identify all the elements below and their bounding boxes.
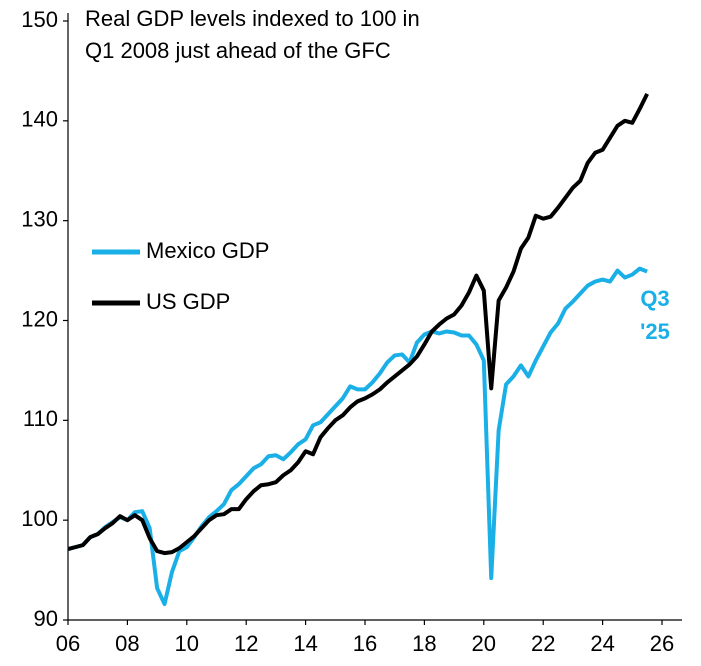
y-tick-label: 110 bbox=[23, 406, 58, 431]
x-tick-label: 08 bbox=[115, 631, 139, 656]
x-tick-label: 12 bbox=[234, 631, 258, 656]
chart-title: Q1 2008 just ahead of the GFC bbox=[85, 38, 391, 63]
x-tick-label: 18 bbox=[412, 631, 436, 656]
legend-label: Mexico GDP bbox=[146, 238, 269, 263]
series-line bbox=[67, 266, 648, 607]
x-tick-label: 24 bbox=[590, 631, 614, 656]
x-tick-label: 10 bbox=[175, 631, 199, 656]
x-tick-label: 14 bbox=[293, 631, 317, 656]
legend-label: US GDP bbox=[146, 289, 230, 314]
x-tick-label: 26 bbox=[650, 631, 674, 656]
y-tick-label: 140 bbox=[21, 107, 58, 132]
y-tick-label: 90 bbox=[34, 606, 58, 631]
x-tick-label: 06 bbox=[56, 631, 80, 656]
x-tick-label: 22 bbox=[531, 631, 555, 656]
y-tick-label: 100 bbox=[21, 506, 58, 531]
annotation: '25 bbox=[640, 319, 670, 344]
series-line bbox=[67, 92, 649, 556]
chart-title: Real GDP levels indexed to 100 in bbox=[85, 6, 420, 31]
y-tick-label: 120 bbox=[21, 306, 58, 331]
y-tick-label: 150 bbox=[21, 7, 58, 32]
x-tick-label: 20 bbox=[472, 631, 496, 656]
annotation: Q3 bbox=[640, 286, 669, 311]
x-tick-label: 16 bbox=[353, 631, 377, 656]
y-tick-label: 130 bbox=[21, 206, 58, 231]
